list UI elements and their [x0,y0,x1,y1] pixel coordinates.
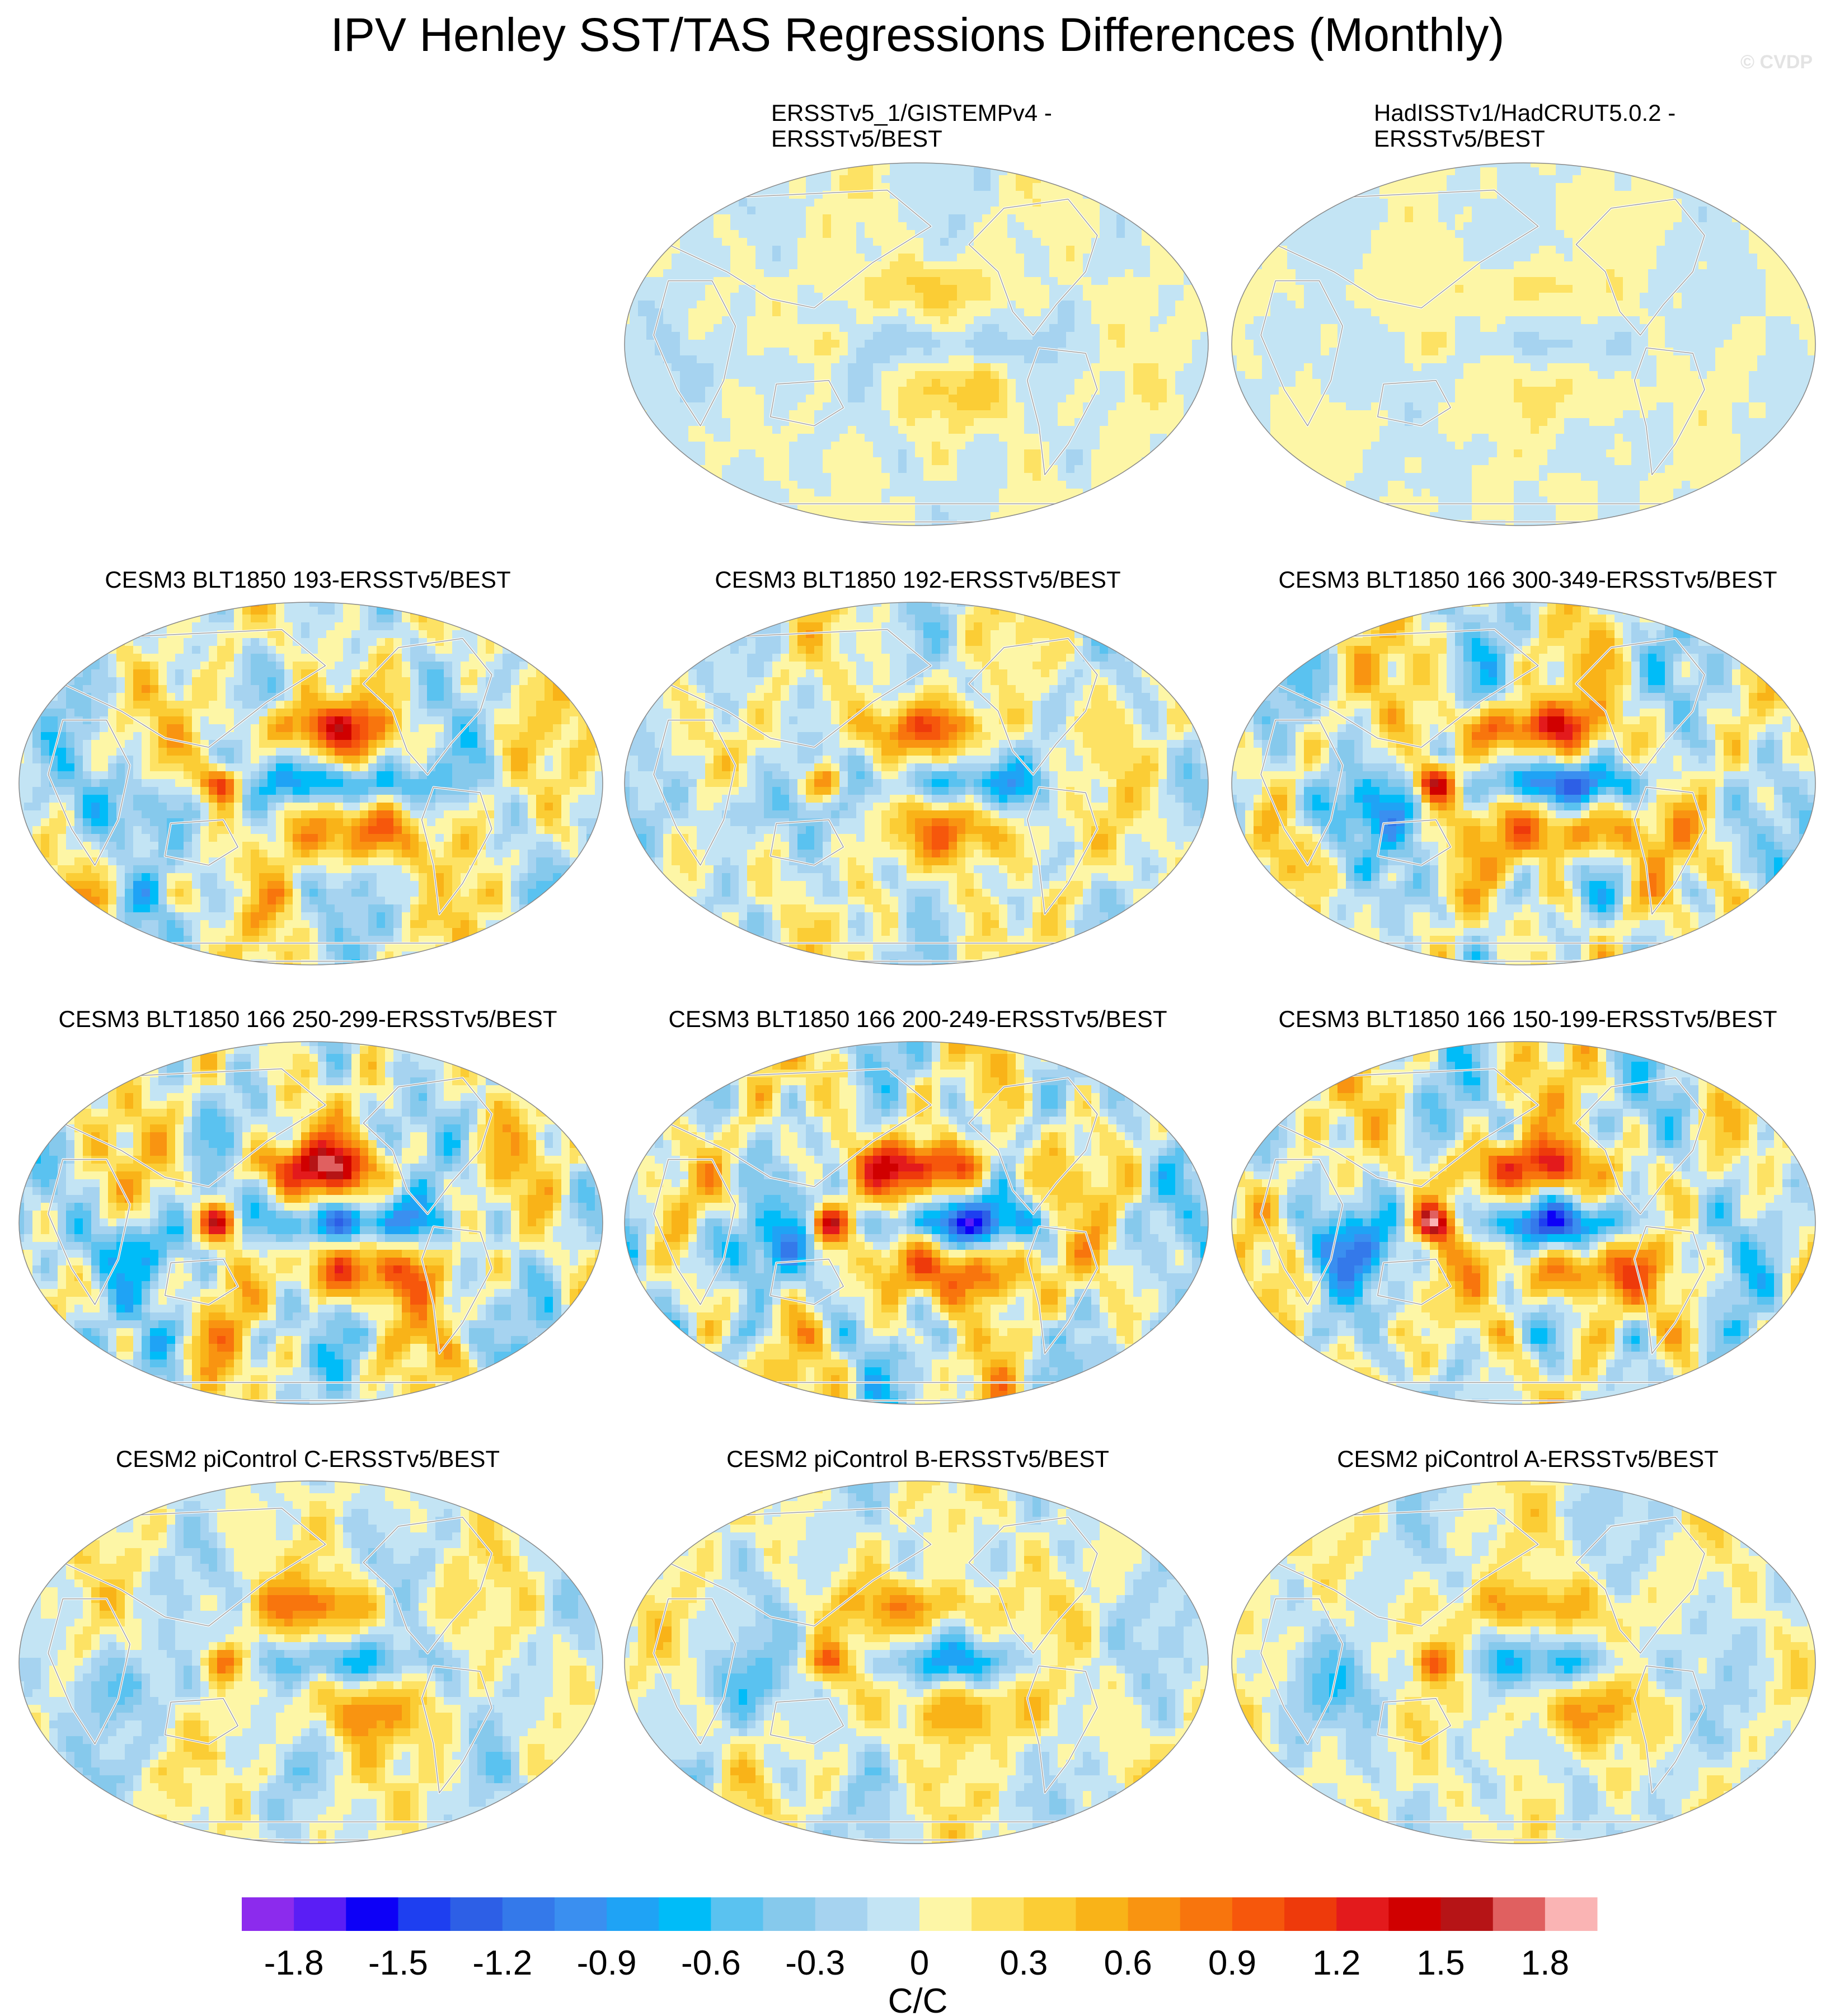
colorbar-swatch [972,1897,1024,1931]
panel-title: CESM2 piControl A-ERSSTv5/BEST [1337,1446,1719,1473]
colorbar-swatch [1128,1897,1181,1931]
map-panel [1231,1480,1816,1844]
panel-title: ERSSTv5_1/GISTEMPv4 - [771,100,1052,126]
colorbar-tick-label: -0.9 [577,1944,637,1982]
colorbar-swatch [867,1897,920,1931]
colorbar-tick-label: -0.3 [785,1944,845,1982]
colorbar-tick-label: 1.2 [1312,1944,1360,1982]
colorbar-swatch [294,1897,346,1931]
colorbar-swatch [1076,1897,1129,1931]
colorbar-swatch [815,1897,868,1931]
colorbar-swatch [607,1897,659,1931]
panel-title: HadISSTv1/HadCRUT5.0.2 - [1374,100,1676,126]
colorbar-tick-label: 0 [910,1944,929,1982]
colorbar-swatch [711,1897,764,1931]
colorbar-tick-label: 1.5 [1416,1944,1465,1982]
colorbar-tick-label: 0.6 [1104,1944,1152,1982]
colorbar-swatch [502,1897,555,1931]
colorbar-tick-label: -1.8 [264,1944,324,1982]
map-panel [1231,1041,1816,1405]
colorbar-swatch [346,1897,398,1931]
colorbar-swatch [450,1897,503,1931]
colorbar-swatch [398,1897,451,1931]
panel-title: CESM2 piControl C-ERSSTv5/BEST [116,1446,500,1473]
panel-title: CESM3 BLT1850 166 200-249-ERSSTv5/BEST [668,1006,1167,1033]
colorbar-tick-label: 0.3 [999,1944,1048,1982]
panel-title: CESM3 BLT1850 193-ERSSTv5/BEST [105,566,510,593]
map-panel [624,602,1209,965]
cvdp-watermark: © CVDP [1740,51,1813,73]
colorbar-units: C/C [888,1982,948,2016]
map-panel [624,1041,1209,1405]
colorbar-tick-label: -1.2 [472,1944,532,1982]
colorbar-tick-label: 1.8 [1521,1944,1569,1982]
map-panel [1231,602,1816,965]
colorbar-swatch [919,1897,972,1931]
map-panel [18,1041,603,1405]
panel-title: ERSSTv5/BEST [771,125,942,152]
panel-title: CESM2 piControl B-ERSSTv5/BEST [726,1446,1109,1473]
colorbar-swatch [1232,1897,1285,1931]
colorbar-swatch [242,1897,294,1931]
map-panel [624,162,1209,526]
colorbar-tick-label: -0.6 [681,1944,741,1982]
colorbar-swatch [1440,1897,1494,1931]
colorbar-swatch [763,1897,816,1931]
map-panel [18,602,603,965]
colorbar: -1.8 -1.5 -1.2 -0.9 -0.6 -0.3 0 0.3 0.6 0.9 1.2 1.5… [242,1897,1598,2016]
map-panel [18,1480,603,1844]
panel-title: CESM3 BLT1850 192-ERSSTv5/BEST [715,566,1120,593]
figure-title: IPV Henley SST/TAS Regressions Differenc… [0,8,1835,62]
colorbar-swatch [659,1897,711,1931]
panel-title: ERSSTv5/BEST [1374,125,1545,152]
colorbar-swatch [1180,1897,1233,1931]
map-panel [1231,162,1816,526]
colorbar-swatch [1388,1897,1442,1931]
colorbar-swatch [1284,1897,1337,1931]
map-panel [624,1480,1209,1844]
panel-title: CESM3 BLT1850 166 250-299-ERSSTv5/BEST [58,1006,557,1033]
colorbar-swatch [1493,1897,1546,1931]
panel-title: CESM3 BLT1850 166 300-349-ERSSTv5/BEST [1278,566,1777,593]
colorbar-swatch [554,1897,607,1931]
colorbar-tick-label: 0.9 [1208,1944,1256,1982]
colorbar-swatch [1336,1897,1389,1931]
panel-title: CESM3 BLT1850 166 150-199-ERSSTv5/BEST [1278,1006,1777,1033]
colorbar-tick-label: -1.5 [368,1944,428,1982]
colorbar-swatch [1024,1897,1076,1931]
colorbar-swatch [1545,1897,1598,1931]
